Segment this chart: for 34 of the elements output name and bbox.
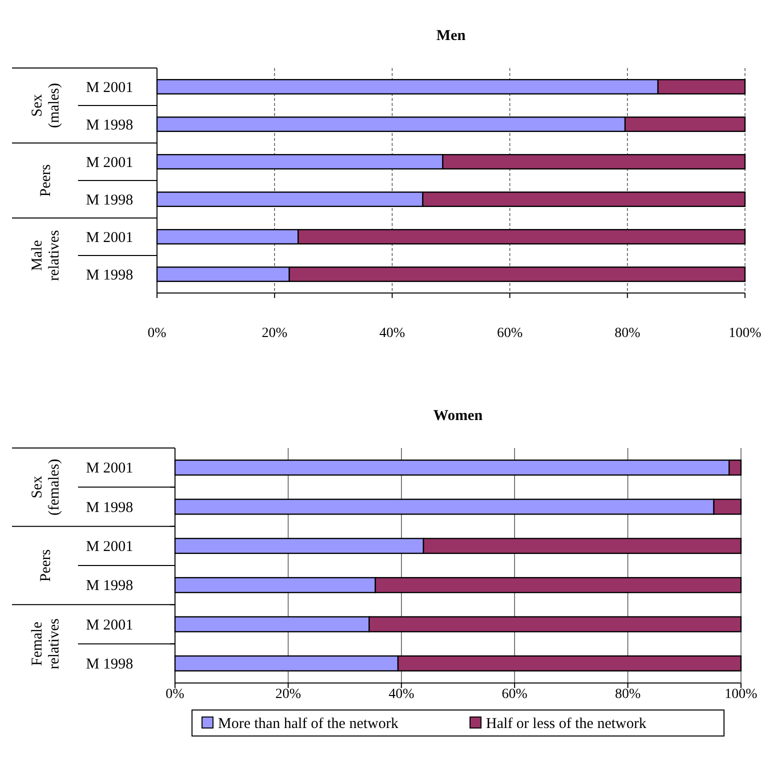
y-tick-label: M 2001: [86, 460, 134, 477]
y-tick-label: M 2001: [86, 617, 134, 634]
y-tick-label: M 2001: [86, 230, 134, 246]
y-tick-label: M 1998: [86, 578, 134, 594]
y-tick-label: M 1998: [86, 267, 134, 284]
text: Male relatives: [30, 230, 62, 281]
x-tick-label: 20%: [262, 326, 288, 341]
y-tick-label: M 1998: [86, 656, 134, 672]
x-tick-label: 100%: [724, 687, 758, 702]
legend-label: More than half of the network: [218, 716, 399, 732]
text: Peers: [38, 549, 54, 582]
x-tick-label: 0%: [166, 687, 185, 702]
y-tick-label: M 1998: [86, 500, 134, 516]
text: Sex (females): [30, 458, 62, 516]
chart-title: Women: [433, 408, 484, 424]
x-tick-label: 40%: [379, 326, 406, 341]
text: Sex (males): [30, 83, 62, 128]
x-tick-label: 40%: [388, 687, 415, 702]
x-tick-label: 80%: [614, 687, 641, 702]
y-tick-label: M 1998: [86, 117, 134, 134]
chart-title: Men: [436, 28, 466, 44]
text: Female relatives: [30, 618, 62, 670]
y-tick-label: M 1998: [86, 192, 134, 208]
y-tick-label: M 2001: [86, 80, 134, 96]
x-tick-label: 100%: [728, 326, 762, 341]
y-tick-label: M 2001: [86, 154, 134, 171]
legend-label: Half or less of the network: [486, 716, 647, 732]
x-tick-label: 20%: [275, 687, 302, 702]
text: Peers: [38, 164, 54, 197]
x-tick-label: 0%: [148, 326, 167, 341]
x-tick-label: 60%: [502, 687, 528, 702]
y-tick-label: M 2001: [86, 538, 134, 555]
x-tick-label: 80%: [614, 326, 641, 341]
x-tick-label: 60%: [496, 326, 523, 341]
